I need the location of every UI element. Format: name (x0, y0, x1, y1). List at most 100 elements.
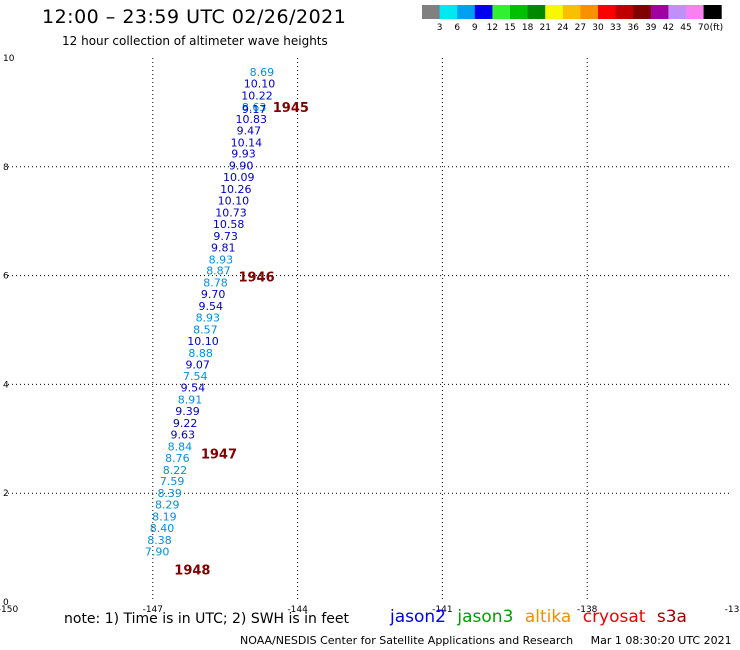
time-label: 1946 (238, 271, 274, 286)
wave-height-label: 10.58 (213, 218, 245, 231)
wave-height-label: 7.90 (145, 545, 170, 558)
time-label: 1948 (174, 563, 210, 578)
legend-altika: altika (524, 607, 572, 627)
colorbar-swatch (615, 5, 634, 19)
map-title: 12:00 – 23:59 UTC 02/26/2021 (42, 6, 347, 28)
colorbar-swatch (527, 5, 546, 19)
wave-height-label: 8.22 (163, 464, 188, 477)
wave-height-label: 8.40 (150, 522, 175, 535)
x-tick-label: -147 (143, 605, 163, 615)
wave-height-label: 9.90 (229, 160, 254, 173)
colorbar-label: 30 (592, 23, 604, 33)
colorbar-label: 21 (539, 23, 550, 33)
wave-height-label: 10.14 (231, 136, 263, 149)
wave-height-label: 10.09 (223, 171, 255, 184)
wave-height-label: 9.54 (198, 300, 223, 313)
colorbar-label: 70 (698, 23, 710, 33)
colorbar-label: 24 (557, 23, 569, 33)
colorbar-label: 36 (627, 23, 639, 33)
colorbar-swatch (492, 5, 511, 19)
colorbar-swatch (650, 5, 669, 19)
satellite-legend: jason2 jason3 altika cryosat s3a (390, 607, 693, 627)
map-subtitle: 12 hour collection of altimeter wave hei… (62, 34, 328, 48)
colorbar-label: 18 (522, 23, 534, 33)
y-tick-label: 0 (3, 598, 9, 608)
colorbar-unit: (ft) (710, 23, 724, 33)
colorbar-swatch (474, 5, 493, 19)
wave-height-label: 8.63 (242, 101, 267, 114)
colorbar-label: 42 (663, 23, 674, 33)
wave-height-label: 8.93 (209, 253, 234, 266)
wave-height-label: 9.07 (185, 358, 210, 371)
wave-height-label: 10.22 (241, 90, 273, 103)
colorbar-swatch (598, 5, 617, 19)
x-tick-label: -144 (287, 605, 308, 615)
colorbar-label: 6 (454, 23, 460, 33)
wave-height-label: 10.10 (244, 78, 276, 91)
colorbar-swatch (668, 5, 687, 19)
wave-height-label: 10.73 (215, 206, 247, 219)
legend-s3a: s3a (656, 607, 687, 627)
footnote: note: 1) Time is in UTC; 2) SWH is in fe… (64, 611, 350, 627)
wave-height-label: 8.76 (165, 452, 190, 465)
footer: NOAA/NESDIS Center for Satellite Applica… (240, 634, 732, 647)
wave-height-label: 10.26 (220, 183, 252, 196)
x-tick-label: -141 (432, 605, 452, 615)
wave-height-label: 10.10 (187, 335, 219, 348)
wave-height-label: 10.10 (218, 195, 250, 208)
wave-height-label: 8.38 (147, 534, 172, 547)
colorbar-label: 3 (437, 23, 443, 33)
x-tick-label: -150 (0, 605, 18, 615)
colorbar-label: 45 (680, 23, 691, 33)
wave-height-label: 9.39 (175, 405, 200, 418)
colorbar-label: 33 (610, 23, 621, 33)
wave-height-label: 8.19 (152, 511, 177, 524)
wave-height-label: 8.84 (168, 440, 193, 453)
legend-cryosat: cryosat (582, 607, 646, 627)
colorbar-label: 9 (472, 23, 478, 33)
wave-height-label: 9.17 (242, 103, 267, 116)
colorbar-swatch (703, 5, 722, 19)
x-tick-label: -138 (577, 605, 598, 615)
wave-height-label: 9.70 (201, 288, 226, 301)
colorbar-label: 15 (504, 23, 515, 33)
wave-height-label: 10.83 (236, 113, 268, 126)
wave-height-label: 8.39 (157, 487, 182, 500)
time-label: 1947 (201, 447, 237, 462)
legend-jason3: jason3 (457, 607, 514, 627)
wave-height-label: 9.73 (213, 230, 238, 243)
colorbar-swatch (545, 5, 564, 19)
y-tick-label: 10 (3, 54, 15, 64)
colorbar-swatch (562, 5, 581, 19)
wave-height-label: 8.91 (178, 394, 203, 407)
wave-height-label: 9.63 (170, 428, 195, 441)
colorbar-swatch (633, 5, 652, 19)
y-tick-label: 2 (3, 489, 9, 499)
colorbar-swatch (510, 5, 529, 19)
y-tick-label: 6 (3, 272, 9, 282)
wave-height-label: 7.59 (160, 475, 185, 488)
wave-height-label: 7.54 (183, 370, 208, 383)
wave-height-label: 8.29 (155, 499, 180, 512)
legend-jason2: jason2 (390, 607, 446, 627)
wave-height-label: 8.69 (250, 66, 275, 79)
wave-height-label: 9.22 (173, 417, 198, 430)
wave-height-label: 8.93 (196, 311, 221, 324)
wave-height-label: 9.81 (211, 241, 236, 254)
footer-timestamp: Mar 1 08:30:20 UTC 2021 (590, 634, 732, 647)
y-tick-label: 8 (3, 163, 9, 173)
x-tick-label: -13 (725, 605, 740, 615)
y-tick-label: 4 (3, 380, 9, 390)
colorbar-label: 39 (645, 23, 657, 33)
colorbar-label: 27 (575, 23, 586, 33)
wave-height-label: 9.47 (237, 124, 262, 137)
wave-height-label: 8.78 (203, 277, 228, 290)
colorbar-swatch (439, 5, 458, 19)
wave-height-label: 8.87 (206, 265, 231, 278)
colorbar-swatch (457, 5, 476, 19)
wave-height-label: 9.54 (181, 382, 206, 395)
wave-height-label: 8.88 (188, 347, 213, 360)
wave-height-label: 8.57 (193, 323, 218, 336)
colorbar-label: 12 (487, 23, 498, 33)
